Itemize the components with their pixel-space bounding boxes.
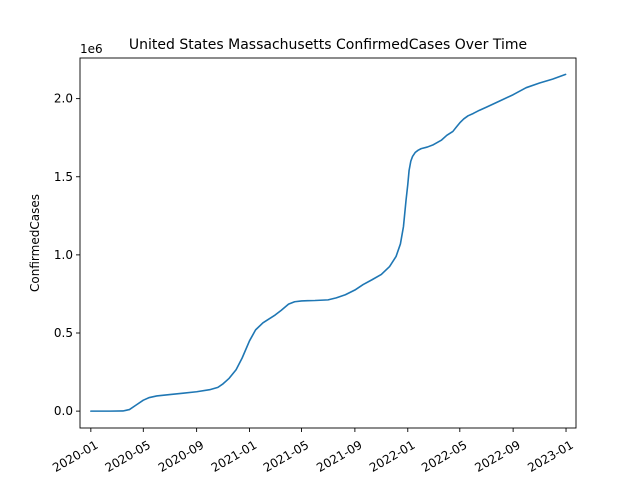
y-tick-label: 2.0	[54, 92, 73, 106]
y-tick-label: 0.5	[54, 326, 73, 340]
y-tick-label: 1.0	[54, 248, 73, 262]
x-tick-label: 2020-01	[50, 438, 100, 475]
x-tick-label: 2022-05	[419, 438, 469, 475]
y-axis-offset-label: 1e6	[80, 42, 103, 56]
x-axis-ticks: 2020-01 2020-05 2020-09 2021-01 2021-05 2021-…	[50, 428, 576, 475]
plot-area-frame	[79, 57, 577, 429]
y-tick-label: 0.0	[54, 404, 73, 418]
x-tick-label: 2022-01	[367, 438, 417, 475]
series-line-confirmed-cases	[90, 73, 567, 412]
y-tick-label: 1.5	[54, 170, 73, 184]
chart-title: United States Massachusetts ConfirmedCas…	[129, 37, 527, 53]
x-tick-label: 2022-09	[472, 438, 522, 475]
x-tick-label: 2021-09	[314, 438, 364, 475]
x-tick-label: 2021-01	[209, 438, 259, 475]
y-axis-ticks: 0.0 0.5 1.0 1.5 2.0	[54, 92, 80, 418]
x-tick-label: 2020-05	[103, 438, 153, 475]
x-tick-label: 2021-05	[261, 438, 311, 475]
x-tick-label: 2020-09	[156, 438, 206, 475]
x-tick-label: 2023-01	[525, 438, 575, 475]
y-axis-label: ConfirmedCases	[28, 194, 42, 292]
